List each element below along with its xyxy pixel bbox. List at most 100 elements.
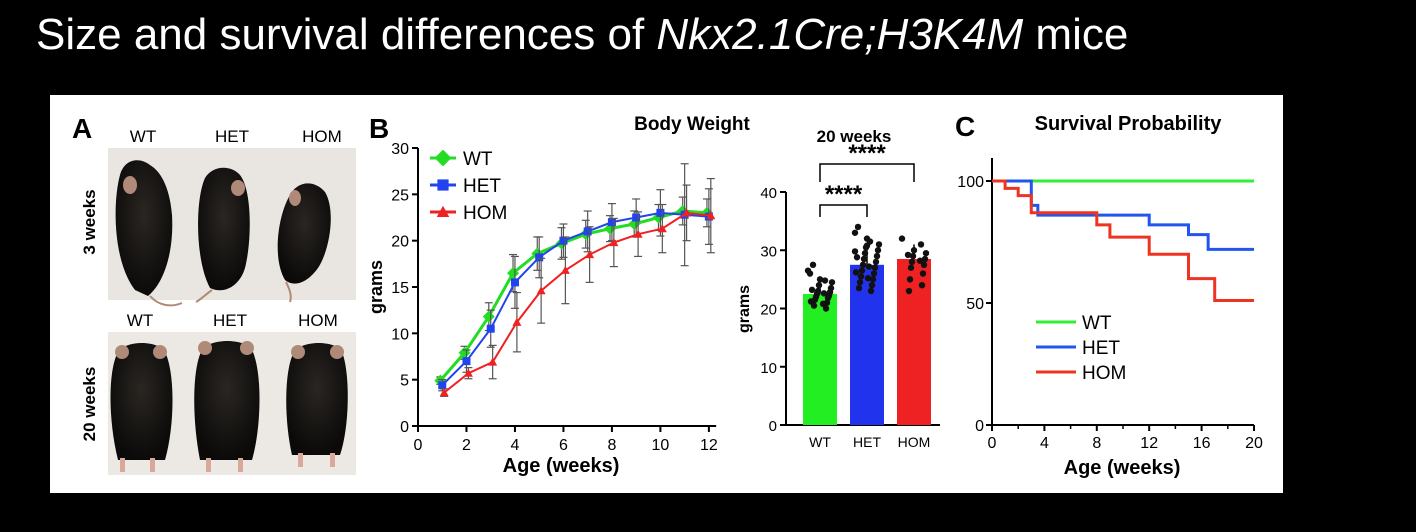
data-point-het	[874, 247, 882, 254]
x-tick-label: 16	[1193, 435, 1211, 452]
data-point-het	[853, 254, 861, 261]
slide-title-prefix: Size and survival differences of	[36, 10, 657, 59]
bar-hom	[897, 258, 931, 425]
data-point-wt	[507, 267, 520, 280]
data-point-hom	[917, 241, 925, 248]
data-point-hom	[907, 264, 915, 271]
mouse-photo-hom-20-weeks	[286, 343, 348, 467]
y-tick-label: 30	[760, 243, 777, 260]
data-point-het	[860, 255, 868, 263]
col-label-het-top: HET	[215, 127, 249, 146]
body-weight-title: Body Weight	[634, 114, 750, 135]
data-point-hom	[706, 211, 716, 220]
col-label-hom-top: HOM	[302, 127, 342, 146]
y-tick-label: 20	[760, 302, 777, 319]
data-point-het	[855, 284, 863, 292]
survival-curve-het	[992, 179, 1254, 251]
body-weight-line-chart: 0 5 10 15 20 25 30 0 2 4 6 8 10 12 WT HET HOM	[391, 141, 718, 454]
mouse-photo-wt-20-weeks	[110, 343, 173, 472]
data-point-wt	[819, 300, 827, 308]
significance-label: ****	[848, 140, 886, 167]
data-point-het	[486, 324, 495, 333]
data-point-het	[851, 229, 859, 236]
data-point-hom	[904, 251, 912, 259]
panel-b-letter: B	[369, 113, 389, 144]
data-point-hom	[560, 265, 570, 274]
data-point-hom	[609, 238, 619, 247]
data-point-het	[871, 264, 879, 271]
x-tick-label: 0	[988, 435, 997, 452]
x-tick-label: 12	[700, 437, 718, 454]
x-tick-label: HOM	[898, 434, 931, 450]
x-tick-label: 0	[414, 437, 423, 454]
bar-chart-ylabel: grams	[736, 285, 753, 333]
data-point-het	[857, 273, 865, 280]
data-point-het	[854, 223, 862, 231]
data-point-het	[868, 282, 876, 289]
col-labels-bottom: WT HET HOM	[127, 311, 338, 330]
y-tick-label: 25	[391, 187, 409, 204]
data-point-hom	[919, 270, 927, 277]
mouse-photo-het-3-weeks	[195, 167, 250, 303]
data-point-hom	[512, 317, 522, 326]
significance-bracket	[819, 163, 915, 182]
data-point-hom	[905, 287, 913, 295]
y-tick-label: 20	[391, 234, 409, 251]
x-tick-label: 10	[652, 437, 670, 454]
data-point-hom	[439, 388, 449, 397]
data-point-het	[462, 357, 471, 366]
panel-a-letter: A	[72, 113, 92, 144]
data-point-wt	[821, 277, 829, 284]
bar-het	[850, 264, 884, 425]
y-tick-label: 0	[400, 419, 409, 436]
data-point-het	[858, 267, 866, 274]
data-point-hom	[633, 229, 643, 238]
data-point-hom	[488, 357, 498, 366]
data-point-het	[875, 241, 883, 248]
body-weight-xlabel: Age (weeks)	[503, 455, 620, 477]
col-label-het-bottom: HET	[213, 311, 247, 330]
bar-chart-title: 20 weeks	[817, 127, 892, 146]
data-point-wt	[816, 276, 824, 283]
data-point-wt	[809, 261, 817, 269]
data-point-het	[852, 269, 860, 276]
y-tick-label: 15	[391, 280, 409, 297]
series-line-het	[441, 211, 709, 386]
significance-bracket	[819, 204, 868, 217]
data-point-het	[656, 208, 665, 217]
survival-xlabel: Age (weeks)	[1064, 457, 1181, 479]
legend-marker-hom	[436, 205, 450, 218]
data-point-het	[583, 227, 592, 236]
data-point-het	[535, 253, 544, 262]
data-point-het	[873, 252, 881, 260]
data-point-hom	[916, 257, 924, 264]
data-point-hom	[657, 224, 667, 233]
data-point-wt	[806, 270, 814, 277]
legend-label-wt: WT	[463, 149, 493, 170]
data-point-hom	[898, 235, 906, 242]
y-tick-label: 30	[391, 141, 409, 158]
data-point-hom	[918, 282, 926, 289]
data-point-het	[851, 248, 859, 255]
body-weight-ylabel: grams	[366, 260, 386, 314]
panel-c-letter: C	[955, 111, 975, 142]
data-point-wt	[820, 290, 828, 297]
data-point-het	[870, 270, 878, 277]
data-point-het	[438, 381, 447, 390]
data-point-hom	[682, 208, 692, 217]
x-tick-label: 8	[607, 437, 616, 454]
y-tick-label: 0	[975, 418, 984, 435]
y-tick-label: 50	[966, 296, 984, 313]
bar-wt	[803, 293, 837, 425]
legend-marker-het	[437, 179, 449, 191]
data-point-wt	[808, 286, 816, 294]
data-point-het	[869, 276, 877, 283]
row-label-20-weeks: 20 weeks	[80, 367, 99, 442]
y-tick-label: 40	[760, 185, 777, 202]
data-point-wt	[815, 282, 823, 289]
significance-label: ****	[825, 181, 863, 208]
data-point-het	[607, 218, 616, 227]
data-point-hom	[921, 255, 929, 263]
y-tick-label: 10	[391, 326, 409, 343]
